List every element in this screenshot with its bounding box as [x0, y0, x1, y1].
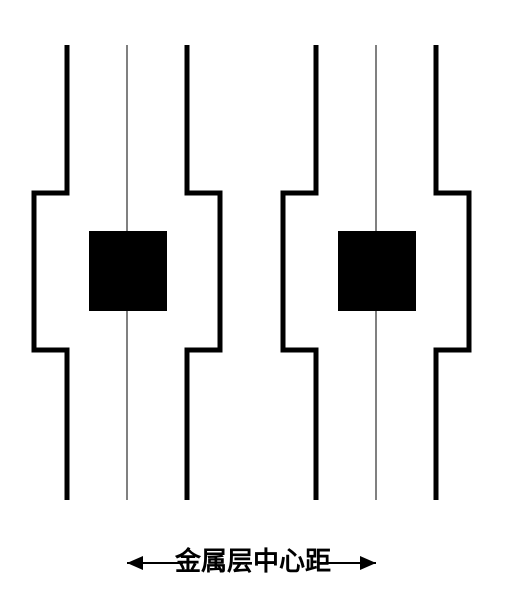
- dimension-label: 金属层中心距: [174, 546, 331, 576]
- dim-arrow-left: [127, 556, 143, 570]
- core-square-0: [89, 231, 167, 311]
- outline-left-0: [34, 45, 67, 500]
- diagram: 金属层中心距: [0, 0, 510, 600]
- outline-right-1: [436, 45, 469, 500]
- dim-arrow-right: [360, 556, 376, 570]
- outline-left-1: [283, 45, 316, 500]
- outline-right-0: [187, 45, 220, 500]
- core-square-1: [338, 231, 416, 311]
